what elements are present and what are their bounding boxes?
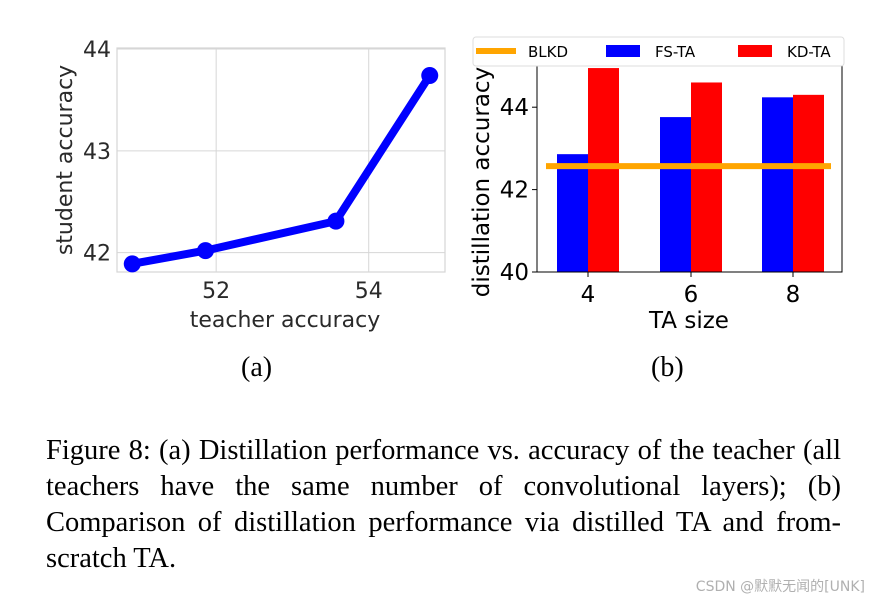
y-axis-label: student accuracy [53,65,78,255]
y-axis-label: distillation accuracy [469,67,495,297]
bar-kd-ta-4 [588,68,619,272]
bar-kd-ta-8 [793,94,824,272]
panel-label-b: (b) [651,352,684,383]
data-point [421,66,439,84]
watermark: CSDN @默默无闻的[UNK] [695,579,865,595]
bar-fs-ta-6 [660,117,691,272]
x-tick-label: 54 [355,279,383,304]
legend-swatch-kd-ta [738,45,772,57]
y-tick-label: 42 [83,242,111,267]
y-tick-label: 44 [83,38,111,63]
x-axis-label: TA size [648,308,729,334]
legend-label-fs-ta: FS-TA [655,43,696,61]
legend-label-blkd: BLKD [528,43,568,61]
x-tick-label: 4 [581,282,596,308]
bar-fs-ta-8 [762,97,793,272]
y-tick-label: 43 [83,140,111,165]
x-tick-label: 52 [202,279,230,304]
legend-swatch-fs-ta [606,45,640,57]
bar-kd-ta-6 [691,82,722,272]
x-tick-label: 8 [786,282,801,308]
bar-fs-ta-4 [557,154,588,272]
y-tick-label: 42 [500,178,529,204]
legend-label-kd-ta: KD-TA [787,43,831,61]
y-tick-label: 44 [500,95,529,121]
legend: BLKD FS-TA KD-TA [472,36,845,67]
figure-caption: Figure 8: (a) Distillation performance v… [46,435,841,574]
data-point [196,242,214,260]
legend-box [472,36,845,67]
plot-area-a [116,47,446,273]
y-tick-label: 40 [500,260,529,286]
data-point [327,212,345,230]
series-line [131,73,434,268]
panel-label-a: (a) [241,352,273,383]
data-point [123,255,141,273]
x-axis-label: teacher accuracy [190,308,381,333]
x-tick-label: 6 [684,282,699,308]
